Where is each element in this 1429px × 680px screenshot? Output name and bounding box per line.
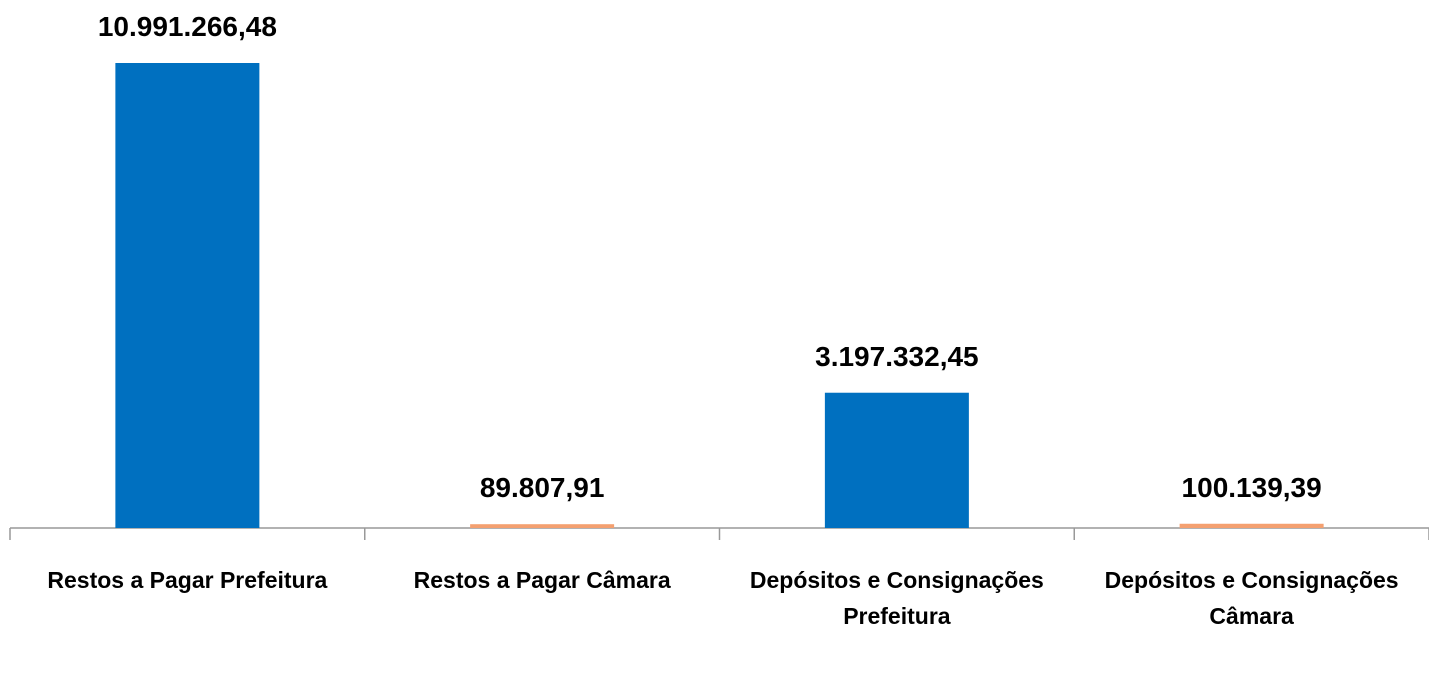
bar bbox=[1179, 523, 1324, 528]
value-label: 89.807,91 bbox=[479, 472, 605, 504]
x-tick-label: Depósitos e Consignações Câmara bbox=[1104, 567, 1399, 629]
value-label: 10.991.266,48 bbox=[97, 11, 277, 42]
x-tick-label: Depósitos e Consignações Prefeitura bbox=[749, 567, 1044, 629]
value-label: 3.197.332,45 bbox=[815, 340, 979, 372]
bar bbox=[115, 63, 260, 528]
bar bbox=[824, 392, 969, 528]
value-label: 100.139,39 bbox=[1181, 471, 1322, 503]
bar bbox=[470, 524, 615, 528]
x-tick-label: Restos a Pagar Prefeitura bbox=[47, 567, 328, 593]
x-tick-label: Restos a Pagar Câmara bbox=[413, 567, 671, 593]
